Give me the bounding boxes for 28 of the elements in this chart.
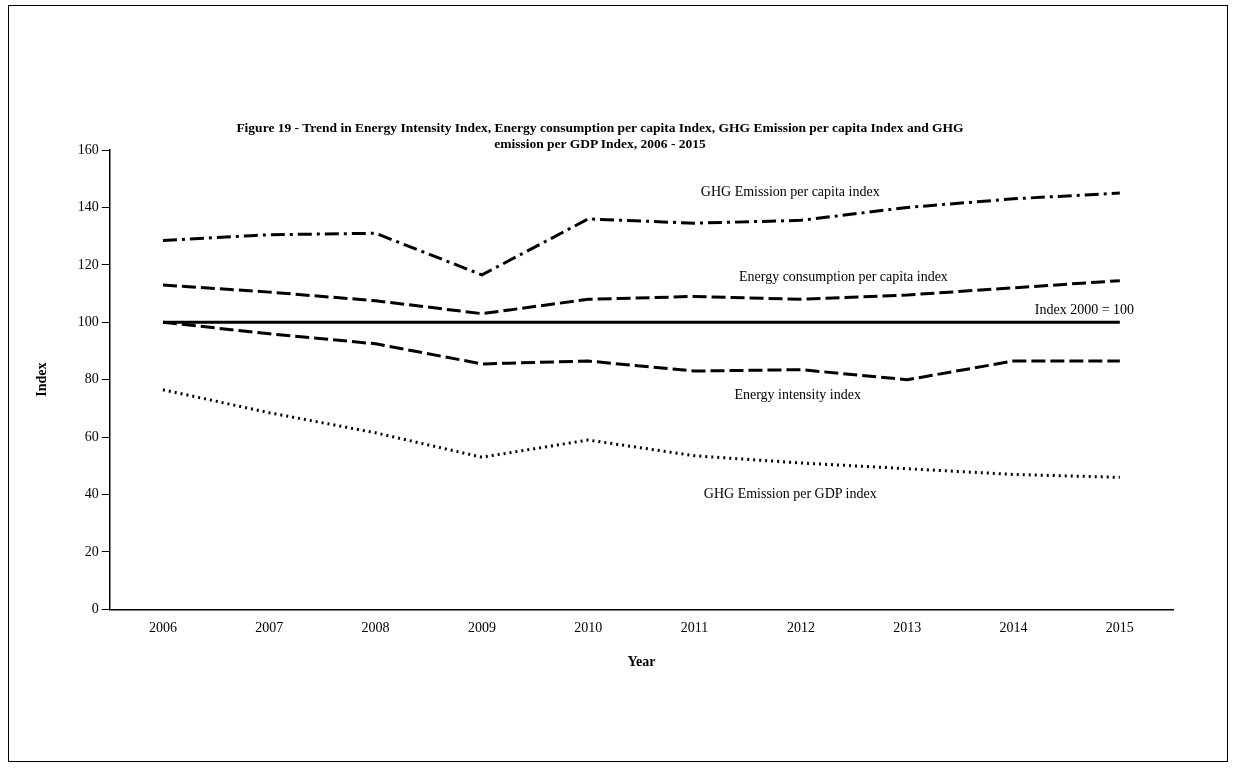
x-tick-label: 2006 [148,620,177,636]
y-tick-label: 80 [84,371,99,387]
x-tick-label: 2011 [680,620,709,636]
x-tick-label: 2013 [893,620,922,636]
y-axis-title: Index [34,362,50,397]
x-tick-label: 2014 [999,620,1028,636]
y-tick-label: 40 [84,486,99,502]
series-label: Index 2000 = 100 [1034,302,1135,318]
series-label: GHG Emission per capita index [700,183,880,199]
x-tick-label: 2009 [467,620,496,636]
y-tick-label: 0 [91,601,99,617]
y-tick-label: 140 [77,199,99,215]
series-label: Energy intensity index [734,387,861,403]
y-tick-label: 120 [77,256,99,272]
y-tick-label: 60 [84,428,99,444]
y-tick-label: 100 [77,313,99,329]
x-axis-title: Year [627,654,656,670]
x-tick-label: 2012 [786,620,815,636]
line-series [161,388,1122,479]
x-tick-label: 2007 [255,620,284,636]
y-tick-label: 20 [84,543,99,559]
y-tick-label: 160 [77,141,99,157]
x-tick-label: 2010 [574,620,603,636]
x-tick-label: 2008 [361,620,390,636]
x-tick-label: 2015 [1105,620,1134,636]
series-label: GHG Emission per GDP index [703,485,877,501]
chart-title: Figure 19 - Trend in Energy Intensity Index, Energy consumption per capita Index, GHG Emission per capita Index and GHG emission per GDP Index, 2006 - 2015 [235,120,965,152]
series-label: Energy consumption per capita index [738,269,948,285]
